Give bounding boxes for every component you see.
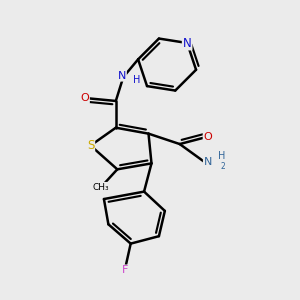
Text: H: H: [133, 75, 140, 85]
Text: CH₃: CH₃: [93, 183, 109, 192]
Text: H: H: [218, 151, 225, 161]
Text: N: N: [204, 157, 212, 167]
Text: O: O: [80, 93, 89, 103]
Text: N: N: [183, 37, 191, 50]
Text: S: S: [87, 139, 94, 152]
Text: 2: 2: [220, 162, 225, 171]
Text: F: F: [122, 266, 128, 275]
Text: O: O: [204, 132, 212, 142]
Text: N: N: [118, 71, 126, 81]
